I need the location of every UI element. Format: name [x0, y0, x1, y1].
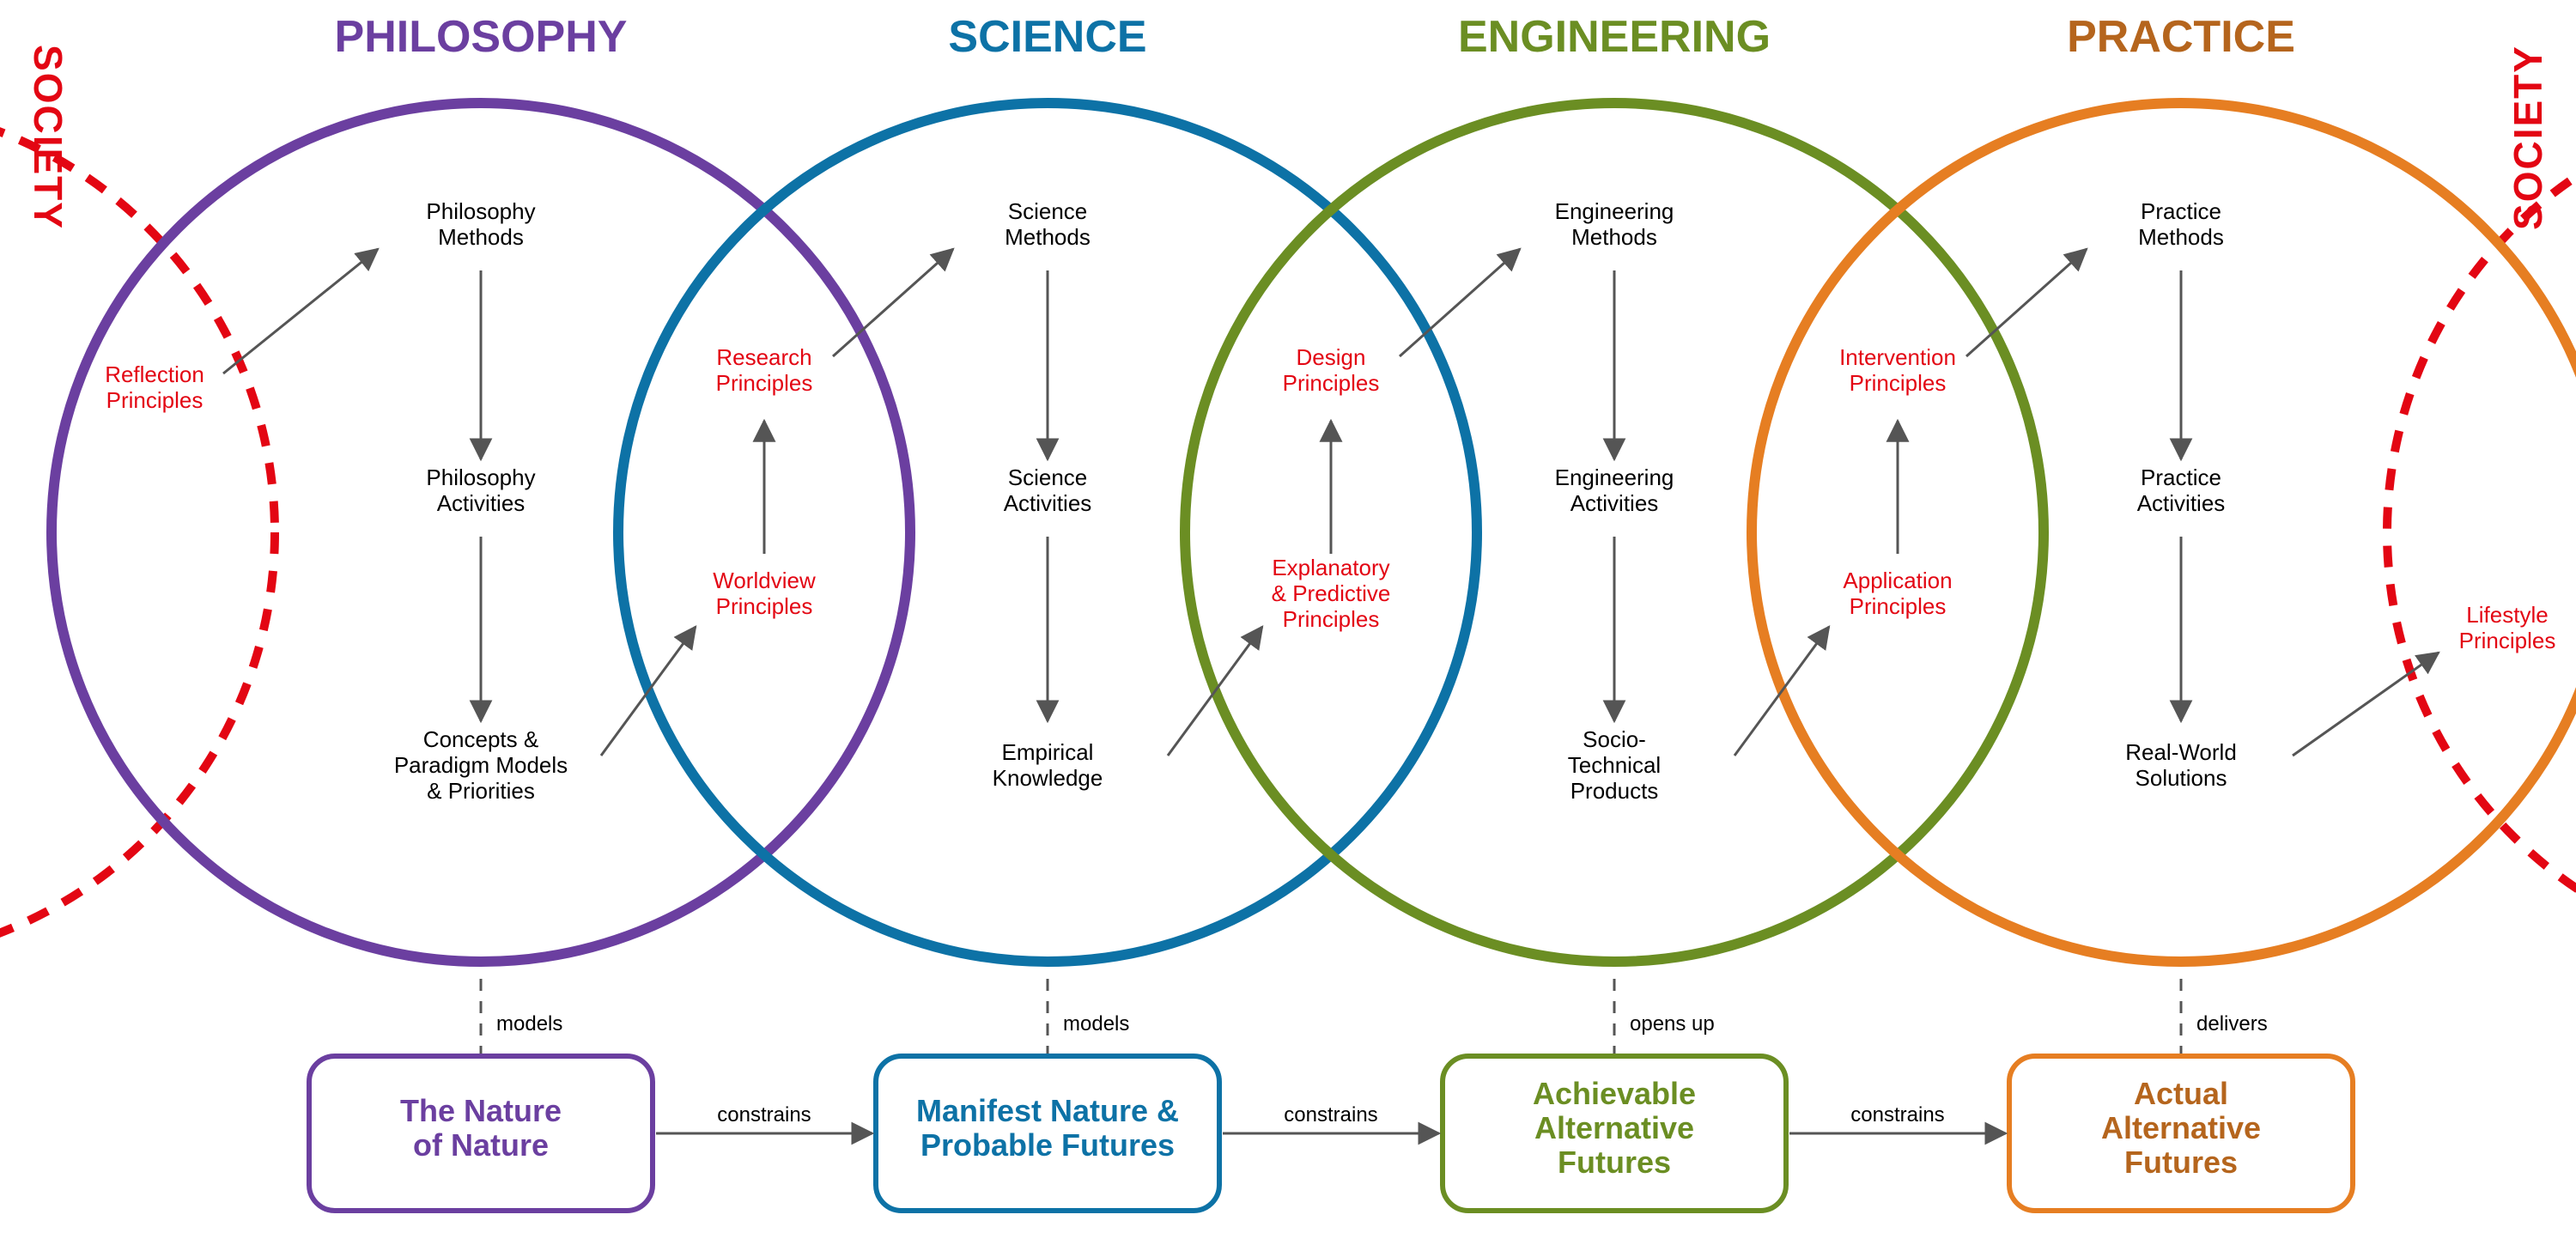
- constrains-label-1: constrains: [1284, 1103, 1377, 1127]
- overlap-bottom-engineering: ApplicationPrinciples: [1843, 568, 1952, 619]
- society-label-left: SOCIETY: [26, 45, 70, 230]
- domain-title-philosophy: PHILOSOPHY: [335, 12, 628, 62]
- overlap-top-engineering: InterventionPrinciples: [1839, 344, 1956, 396]
- constrains-label-0: constrains: [717, 1103, 811, 1127]
- methods-practice: PracticeMethods: [2138, 198, 2224, 250]
- arrow-reflection-to-methods: [223, 249, 378, 373]
- output-practice: Real-WorldSolutions: [2125, 739, 2237, 791]
- activities-philosophy: PhilosophyActivities: [426, 465, 535, 516]
- overlap-top-science: DesignPrinciples: [1283, 344, 1380, 396]
- arrow-output-to-overlap-engineering: [1735, 627, 1829, 756]
- down-label-science: models: [1063, 1012, 1129, 1035]
- down-label-philosophy: models: [496, 1012, 562, 1035]
- domain-title-engineering: ENGINEERING: [1458, 12, 1771, 62]
- methods-science: ScienceMethods: [1005, 198, 1091, 250]
- reflection-principles: ReflectionPrinciples: [105, 361, 204, 413]
- arrow-overlap-to-methods-engineering: [1966, 249, 2087, 356]
- methods-philosophy: PhilosophyMethods: [426, 198, 535, 250]
- activities-engineering: EngineeringActivities: [1555, 465, 1674, 516]
- arrow-overlap-to-methods-philosophy: [833, 249, 953, 356]
- constrains-label-2: constrains: [1850, 1103, 1944, 1127]
- domain-title-science: SCIENCE: [948, 12, 1146, 62]
- society-arc-left: [0, 103, 275, 962]
- output-science: EmpiricalKnowledge: [993, 739, 1103, 791]
- arrow-overlap-to-methods-science: [1400, 249, 1520, 356]
- output-philosophy: Concepts &Paradigm Models& Priorities: [394, 726, 568, 804]
- domain-title-practice: PRACTICE: [2067, 12, 2295, 62]
- lifestyle-principles: LifestylePrinciples: [2459, 602, 2556, 653]
- arrow-output-to-overlap-science: [1168, 627, 1262, 756]
- overlap-bottom-philosophy: WorldviewPrinciples: [713, 568, 816, 619]
- arrow-solutions-to-lifestyle: [2293, 653, 2439, 756]
- box-label-science: Manifest Nature &Probable Futures: [916, 1093, 1179, 1163]
- methods-engineering: EngineeringMethods: [1555, 198, 1674, 250]
- overlap-bottom-science: Explanatory& PredictivePrinciples: [1272, 555, 1391, 632]
- box-label-philosophy: The Natureof Nature: [400, 1093, 562, 1163]
- down-label-engineering: opens up: [1630, 1012, 1715, 1035]
- activities-practice: PracticeActivities: [2137, 465, 2226, 516]
- overlap-top-philosophy: ResearchPrinciples: [716, 344, 813, 396]
- activities-science: ScienceActivities: [1004, 465, 1092, 516]
- down-label-practice: delivers: [2196, 1012, 2268, 1035]
- arrow-output-to-overlap-philosophy: [601, 627, 696, 756]
- output-engineering: Socio-TechnicalProducts: [1568, 726, 1661, 804]
- society-label-right: SOCIETY: [2506, 45, 2550, 230]
